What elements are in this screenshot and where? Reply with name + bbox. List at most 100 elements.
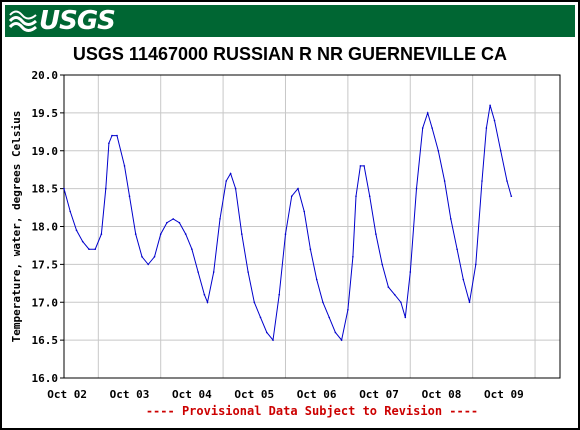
data-point xyxy=(105,187,107,190)
data-point xyxy=(278,293,281,296)
y-tick-label: 18.0 xyxy=(32,221,59,234)
data-point xyxy=(363,165,365,167)
data-point xyxy=(225,180,227,182)
data-point xyxy=(315,278,318,281)
data-point xyxy=(499,150,502,152)
data-point xyxy=(88,248,90,250)
y-tick-label: 19.0 xyxy=(32,145,59,158)
data-point xyxy=(468,301,471,304)
data-point xyxy=(266,331,268,334)
data-point xyxy=(489,104,491,107)
y-tick-label: 16.0 xyxy=(32,372,59,385)
data-point xyxy=(116,134,118,137)
data-point xyxy=(159,233,162,235)
data-point xyxy=(178,221,181,224)
data-point xyxy=(212,271,215,273)
data-point xyxy=(206,301,209,304)
data-point xyxy=(456,248,458,250)
data-point xyxy=(184,233,187,235)
y-tick-label: 17.0 xyxy=(32,296,59,309)
data-point xyxy=(485,127,488,129)
data-point xyxy=(141,256,143,258)
data-point xyxy=(153,256,156,258)
data-point xyxy=(229,172,232,175)
data-point xyxy=(234,187,237,190)
data-point xyxy=(75,229,78,232)
y-tick-label: 17.5 xyxy=(32,258,59,271)
x-axis-ticks: Oct 02 Oct 03 Oct 04 Oct 05 Oct 06 Oct 07 Oct … xyxy=(47,388,523,401)
data-point xyxy=(443,180,446,182)
y-tick-label: 20.0 xyxy=(32,69,59,82)
data-point xyxy=(510,195,513,197)
data-point xyxy=(303,210,306,213)
usgs-wave-logo-icon xyxy=(9,10,37,32)
data-point xyxy=(172,218,174,220)
data-point xyxy=(197,271,199,273)
data-point xyxy=(309,248,312,250)
data-point xyxy=(166,221,168,224)
data-point xyxy=(437,150,440,152)
data-point xyxy=(355,195,357,197)
data-point xyxy=(387,286,390,288)
data-point xyxy=(259,316,262,319)
data-point xyxy=(81,240,84,243)
data-point xyxy=(128,195,131,197)
chart-title: USGS 11467000 RUSSIAN R NR GUERNEVILLE C… xyxy=(73,44,507,64)
data-point xyxy=(462,278,465,281)
data-point xyxy=(290,195,293,197)
x-tick-label: Oct 06 xyxy=(297,388,337,401)
data-point xyxy=(253,301,256,304)
data-point xyxy=(322,301,324,304)
data-point xyxy=(247,271,249,273)
data-point xyxy=(481,180,483,182)
y-axis-label: Temperature, water, degrees Celsius xyxy=(10,111,23,343)
data-point xyxy=(111,134,113,137)
data-point xyxy=(409,271,412,273)
x-tick-label: Oct 05 xyxy=(234,388,274,401)
y-tick-label: 16.5 xyxy=(32,334,59,347)
data-point xyxy=(272,339,274,341)
data-point xyxy=(63,187,65,190)
data-point xyxy=(340,339,343,341)
data-point xyxy=(241,233,243,235)
data-point xyxy=(352,256,354,258)
data-point xyxy=(203,293,206,296)
data-point xyxy=(506,180,508,182)
data-point xyxy=(431,127,433,129)
data-point xyxy=(493,119,496,122)
provisional-data-note: ---- Provisional Data Subject to Revisio… xyxy=(146,404,478,418)
data-point xyxy=(334,331,337,334)
x-tick-label: Oct 07 xyxy=(359,388,399,401)
usgs-logo[interactable]: USGS xyxy=(9,6,116,36)
usgs-header-bar: USGS xyxy=(5,5,575,37)
data-point xyxy=(450,218,452,220)
data-point xyxy=(297,187,299,190)
x-tick-label: Oct 04 xyxy=(172,388,212,401)
data-point xyxy=(426,112,429,114)
data-point xyxy=(191,248,193,250)
x-tick-label: Oct 09 xyxy=(484,388,524,401)
data-point xyxy=(123,165,126,167)
y-tick-label: 19.5 xyxy=(32,107,59,120)
data-point xyxy=(359,165,362,167)
data-point xyxy=(415,187,418,190)
data-point xyxy=(375,233,377,235)
temperature-series-line xyxy=(63,105,512,342)
data-point xyxy=(421,127,424,129)
chart-grid xyxy=(64,74,560,379)
data-point xyxy=(347,309,349,311)
data-point xyxy=(368,195,371,197)
data-point xyxy=(404,316,407,319)
data-point xyxy=(69,210,71,213)
x-tick-label: Oct 02 xyxy=(47,388,87,401)
data-point xyxy=(147,263,149,266)
data-point xyxy=(94,248,96,250)
data-point xyxy=(134,233,137,235)
usgs-logo-text: USGS xyxy=(39,6,116,36)
data-point xyxy=(328,316,331,319)
data-point xyxy=(219,218,221,220)
temperature-series-points xyxy=(63,104,513,341)
data-point xyxy=(475,263,477,266)
y-axis-ticks: 16.0 16.5 17.0 17.5 18.0 18.5 19.0 19.5 20.0 xyxy=(32,69,64,385)
